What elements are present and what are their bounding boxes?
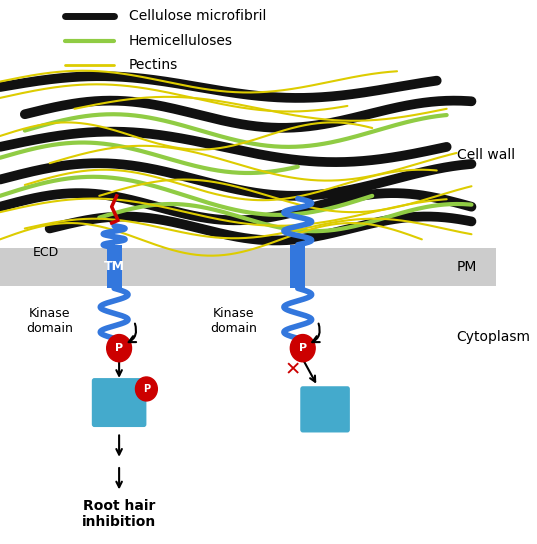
- Text: PM: PM: [456, 259, 477, 274]
- Text: Cellulose microfibril: Cellulose microfibril: [129, 9, 266, 23]
- Circle shape: [107, 335, 132, 362]
- FancyBboxPatch shape: [300, 386, 350, 432]
- Text: Hemicelluloses: Hemicelluloses: [129, 34, 233, 48]
- Text: P: P: [115, 343, 123, 353]
- FancyArrowPatch shape: [313, 324, 320, 342]
- Text: Cytoplasm: Cytoplasm: [456, 330, 531, 344]
- Text: TM: TM: [104, 260, 125, 273]
- Text: Cell wall: Cell wall: [456, 148, 515, 162]
- Text: Kinase
domain: Kinase domain: [26, 307, 73, 335]
- Circle shape: [291, 335, 315, 362]
- FancyBboxPatch shape: [291, 245, 305, 288]
- Text: Pectins: Pectins: [129, 58, 178, 72]
- Text: P: P: [143, 384, 150, 394]
- Text: Kinase
domain: Kinase domain: [210, 307, 257, 335]
- FancyBboxPatch shape: [92, 378, 147, 427]
- FancyBboxPatch shape: [107, 245, 121, 288]
- Text: P: P: [299, 343, 307, 353]
- FancyArrowPatch shape: [129, 324, 136, 342]
- FancyBboxPatch shape: [0, 248, 496, 286]
- Circle shape: [135, 377, 157, 401]
- Text: Root hair
inhibition: Root hair inhibition: [82, 499, 156, 529]
- Text: ✕: ✕: [285, 361, 301, 379]
- Text: ECD: ECD: [32, 246, 59, 259]
